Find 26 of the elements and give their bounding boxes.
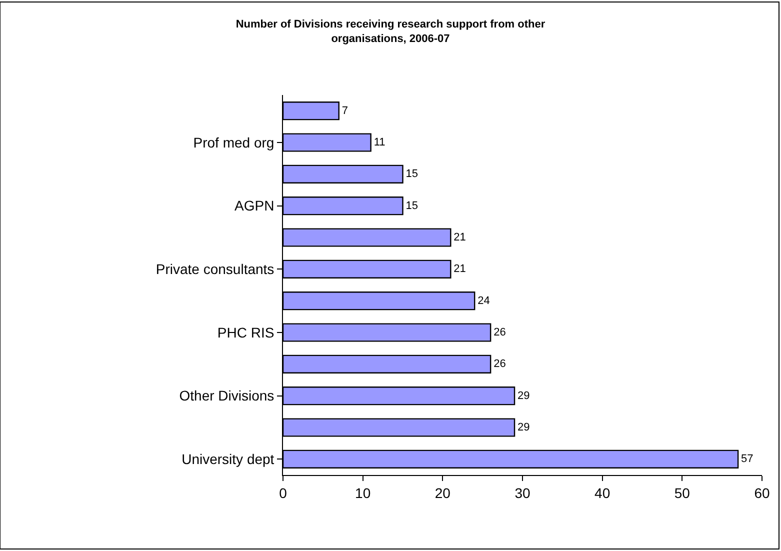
y-tick-label: Private consultants: [156, 261, 274, 278]
data-label: 15: [406, 168, 418, 180]
data-label: 21: [454, 232, 466, 244]
data-label: 29: [518, 390, 530, 402]
data-label: 15: [406, 200, 418, 212]
y-tick-label: Other Divisions: [179, 388, 274, 404]
x-tick-label: 20: [434, 484, 451, 501]
x-tick-label: 40: [594, 484, 610, 501]
y-tick-label: AGPN: [234, 198, 274, 214]
chart-title: Number of Divisions receiving research support from other organisations, 2006-07: [236, 18, 546, 45]
x-tick-label: 50: [674, 484, 690, 501]
data-label: 29: [518, 422, 530, 434]
data-label: 21: [454, 263, 466, 276]
x-tick-label: 30: [514, 484, 530, 501]
data-label: 26: [494, 358, 506, 370]
y-tick-label: Prof med org: [193, 134, 274, 150]
data-label: 7: [342, 104, 348, 117]
x-tick-label: 0: [279, 484, 288, 501]
y-tick-label: University dept: [182, 451, 274, 468]
data-label: 26: [494, 326, 506, 338]
x-tick-label: 60: [754, 484, 770, 501]
x-tick-label: 10: [355, 484, 371, 501]
data-label: 11: [374, 136, 386, 148]
data-label: 24: [478, 294, 490, 307]
y-tick-label: PHC RIS: [217, 324, 274, 340]
data-label: 57: [741, 453, 754, 466]
